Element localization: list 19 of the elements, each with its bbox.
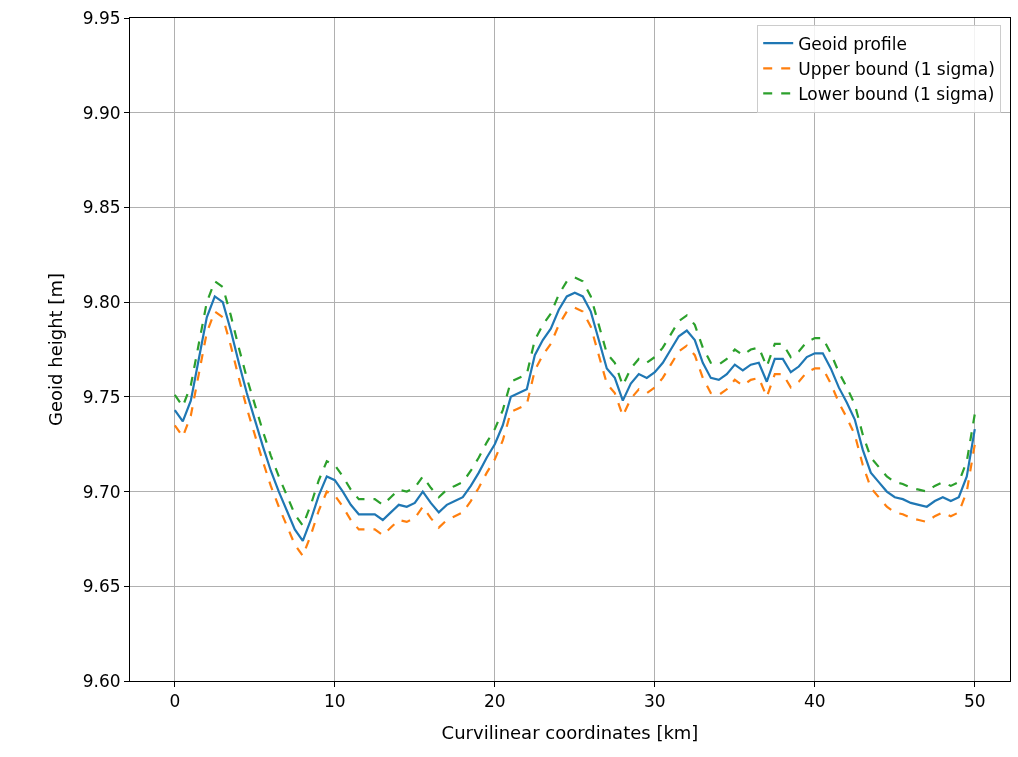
y-tick-label: 9.95 xyxy=(82,7,121,28)
y-tick-label: 9.75 xyxy=(82,386,121,407)
y-tick-label: 9.80 xyxy=(82,292,121,313)
y-tick-label: 9.90 xyxy=(82,102,121,123)
x-tick-label: 40 xyxy=(803,691,826,712)
x-tick-label: 0 xyxy=(169,691,181,712)
y-axis-title: Geoid height [m] xyxy=(44,273,66,426)
x-tick-label: 10 xyxy=(323,691,346,712)
x-tick-label: 20 xyxy=(483,691,506,712)
x-tick-label: 30 xyxy=(643,691,666,712)
x-axis-title: Curvilinear coordinates [km] xyxy=(441,721,699,743)
legend-label: Upper bound (1 sigma) xyxy=(798,58,995,79)
y-tick-label: 9.85 xyxy=(82,197,121,218)
legend-label: Lower bound (1 sigma) xyxy=(798,84,995,105)
y-tick-label: 9.65 xyxy=(82,576,121,597)
x-tick-label: 50 xyxy=(963,691,986,712)
y-tick-label: 9.70 xyxy=(82,481,121,502)
y-tick-label: 9.60 xyxy=(82,670,121,691)
legend-label: Geoid profile xyxy=(798,33,907,54)
